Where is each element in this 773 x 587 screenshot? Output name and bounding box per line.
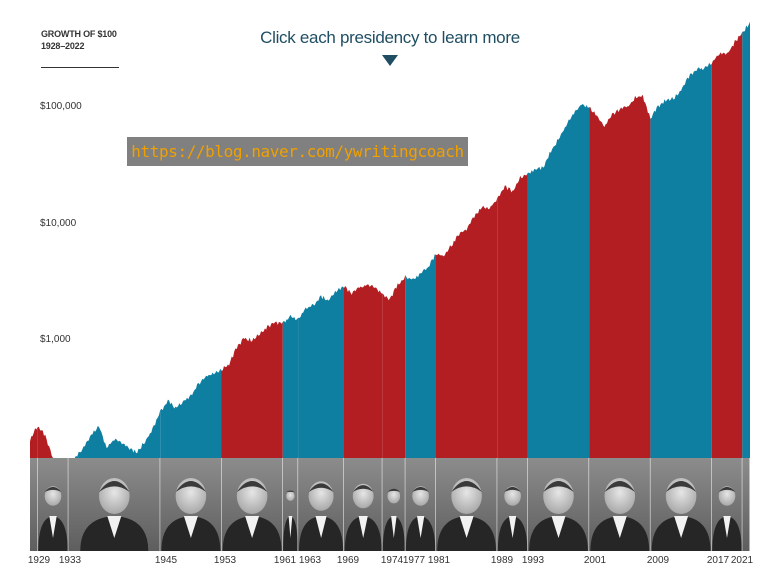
president-portrait-1974-1977[interactable] (382, 458, 406, 551)
x-tick-label-1963: 1963 (298, 555, 322, 566)
presidency-area-2021-2022[interactable] (742, 21, 750, 458)
x-tick-label-2021: 2021 (730, 555, 754, 566)
presidency-area-1981-1989[interactable] (436, 198, 498, 458)
president-portrait-1963-1969[interactable] (298, 458, 345, 551)
president-portrait-1981-1989[interactable] (436, 458, 498, 551)
y-tick-label-100000: $100,000 (40, 101, 82, 112)
presidency-area-1945-1953[interactable] (160, 368, 222, 458)
president-portrait-1928-1929[interactable] (30, 458, 39, 551)
president-portrait-1953-1961[interactable] (221, 458, 284, 551)
president-portrait-1989-1993[interactable] (497, 458, 529, 551)
presidency-area-1963-1969[interactable] (298, 286, 344, 458)
watermark-url: https://blog.naver.com/ywritingcoach (127, 137, 468, 166)
president-portrait-2017-2021[interactable] (711, 458, 743, 551)
x-tick-label-1977: 1977 (402, 555, 426, 566)
presidency-area-2009-2017[interactable] (650, 62, 712, 459)
x-tick-label-2009: 2009 (646, 555, 670, 566)
presidency-area-1993-2001[interactable] (527, 104, 590, 458)
x-tick-label-1981: 1981 (427, 555, 451, 566)
president-portrait-1977-1981[interactable] (405, 458, 437, 551)
presidency-area-1929-1933[interactable] (37, 426, 69, 458)
presidency-area-1977-1981[interactable] (405, 254, 436, 458)
x-tick-label-1953: 1953 (213, 555, 237, 566)
president-portrait-1945-1953[interactable] (160, 458, 222, 551)
president-portrait-2021-2022[interactable] (742, 458, 751, 551)
x-tick-label-1989: 1989 (490, 555, 514, 566)
presidency-area-1969-1974[interactable] (344, 284, 383, 458)
y-tick-label-10000: $10,000 (40, 218, 77, 229)
y-tick-label-1000: $1,000 (40, 334, 71, 345)
presidency-area-2017-2021[interactable] (711, 31, 743, 458)
president-portrait-1969-1974[interactable] (344, 458, 383, 551)
president-portrait-1929-1933[interactable] (37, 458, 69, 551)
cta-instruction: Click each presidency to learn more (260, 28, 520, 47)
president-portrait-2001-2009[interactable] (589, 458, 651, 551)
x-tick-label-2017: 2017 (706, 555, 730, 566)
x-tick-label-1929: 1929 (27, 555, 51, 566)
presidency-area-1989-1993[interactable] (497, 172, 528, 458)
president-portrait-2009-2017[interactable] (650, 458, 713, 551)
president-portrait-1961-1963[interactable] (282, 458, 299, 551)
chart-title-line2: 1928–2022 (41, 41, 85, 51)
presidency-area-1961-1963[interactable] (282, 314, 299, 458)
x-tick-label-1933: 1933 (58, 555, 82, 566)
president-portrait-1993-2001[interactable] (527, 458, 590, 551)
presidency-area-1953-1961[interactable] (221, 321, 283, 459)
presidency-area-1928-1929[interactable] (30, 427, 38, 458)
x-tick-label-1974: 1974 (380, 555, 404, 566)
presidency-area-2001-2009[interactable] (589, 94, 651, 458)
x-tick-label-1945: 1945 (154, 555, 178, 566)
president-portrait-1933-1945[interactable] (68, 458, 161, 551)
x-tick-label-1961: 1961 (273, 555, 297, 566)
x-tick-label-1969: 1969 (336, 555, 360, 566)
triangle-down-icon (382, 55, 398, 66)
presidency-area-1974-1977[interactable] (382, 275, 406, 458)
x-tick-label-1993: 1993 (521, 555, 545, 566)
title-divider (41, 67, 119, 68)
chart-title: GROWTH OF $100 1928–2022 (41, 28, 117, 52)
chart-title-line1: GROWTH OF $100 (41, 29, 117, 39)
presidency-area-1933-1945[interactable] (68, 410, 161, 458)
x-tick-label-2001: 2001 (583, 555, 607, 566)
